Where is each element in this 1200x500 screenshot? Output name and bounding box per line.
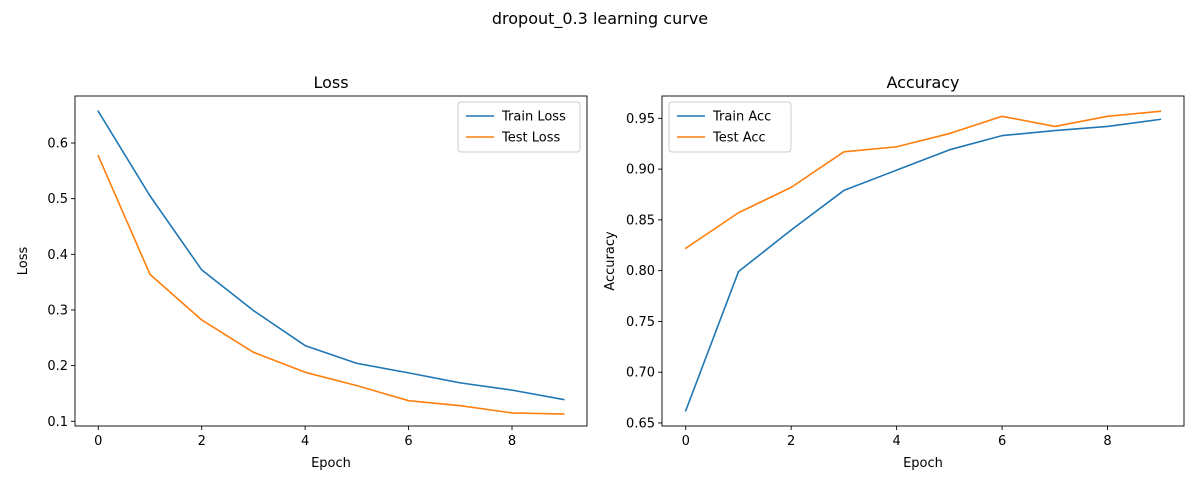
accuracy-y-tick-label: 0.80 <box>626 264 655 279</box>
accuracy-y-tick-label: 0.75 <box>626 315 655 330</box>
accuracy-legend: Train Acc Test Acc <box>668 101 792 153</box>
loss-x-tick-label: 8 <box>508 434 516 449</box>
accuracy-legend-box <box>668 101 792 153</box>
loss-axes-frame <box>74 95 588 427</box>
loss-x-tick-label: 4 <box>301 434 309 449</box>
loss-series-line-train-loss <box>97 110 565 401</box>
accuracy-x-tick-label: 2 <box>787 434 795 449</box>
accuracy-panel: Accuracy 0 2 4 6 8 0.65 0.70 0.75 0.80 0.85 0.90 0.9… <box>603 73 1185 471</box>
accuracy-x-tick-label: 0 <box>682 434 690 449</box>
loss-series-line-test-loss <box>97 154 565 415</box>
loss-legend-label: Test Loss <box>501 131 560 146</box>
loss-y-tick-label: 0.1 <box>47 415 68 430</box>
loss-x-tick-label: 0 <box>94 434 102 449</box>
loss-y-tick-label: 0.4 <box>47 248 68 263</box>
loss-y-tick-label: 0.2 <box>47 359 68 374</box>
loss-legend-label: Train Loss <box>501 110 566 125</box>
loss-y-tick-label: 0.3 <box>47 303 68 318</box>
loss-y-tick-label: 0.5 <box>47 192 68 207</box>
loss-x-axis-label: Epoch <box>311 456 351 471</box>
loss-legend: Train Loss Test Loss <box>457 101 581 153</box>
accuracy-x-axis-label: Epoch <box>903 456 943 471</box>
accuracy-chart-title: Accuracy <box>886 73 959 92</box>
accuracy-y-tick-label: 0.65 <box>626 416 655 431</box>
loss-y-axis-label: Loss <box>16 247 31 276</box>
accuracy-x-tick-label: 4 <box>892 434 900 449</box>
loss-legend-box <box>457 101 581 153</box>
accuracy-legend-label: Test Acc <box>712 131 766 146</box>
loss-y-tick-label: 0.6 <box>47 137 68 152</box>
accuracy-series-line-test-acc <box>684 110 1162 250</box>
accuracy-x-tick-label: 6 <box>998 434 1006 449</box>
accuracy-y-tick-label: 0.90 <box>626 163 655 178</box>
accuracy-legend-label: Train Acc <box>712 110 771 125</box>
accuracy-x-tick-label: 8 <box>1103 434 1111 449</box>
accuracy-y-tick-label: 0.70 <box>626 366 655 381</box>
accuracy-y-axis-label: Accuracy <box>603 231 618 291</box>
loss-chart-title: Loss <box>313 73 348 92</box>
accuracy-y-tick-label: 0.95 <box>626 112 655 127</box>
accuracy-series-line-train-acc <box>684 118 1162 412</box>
loss-panel: Loss 0 2 4 6 8 0.1 0.2 0.3 0.4 0.5 0.6 Epoch Loss Trai… <box>16 73 588 471</box>
figure-suptitle: dropout_0.3 learning curve <box>492 9 708 29</box>
accuracy-axes-frame <box>661 95 1185 427</box>
loss-x-tick-label: 2 <box>198 434 206 449</box>
accuracy-y-tick-label: 0.85 <box>626 213 655 228</box>
loss-x-tick-label: 6 <box>404 434 412 449</box>
